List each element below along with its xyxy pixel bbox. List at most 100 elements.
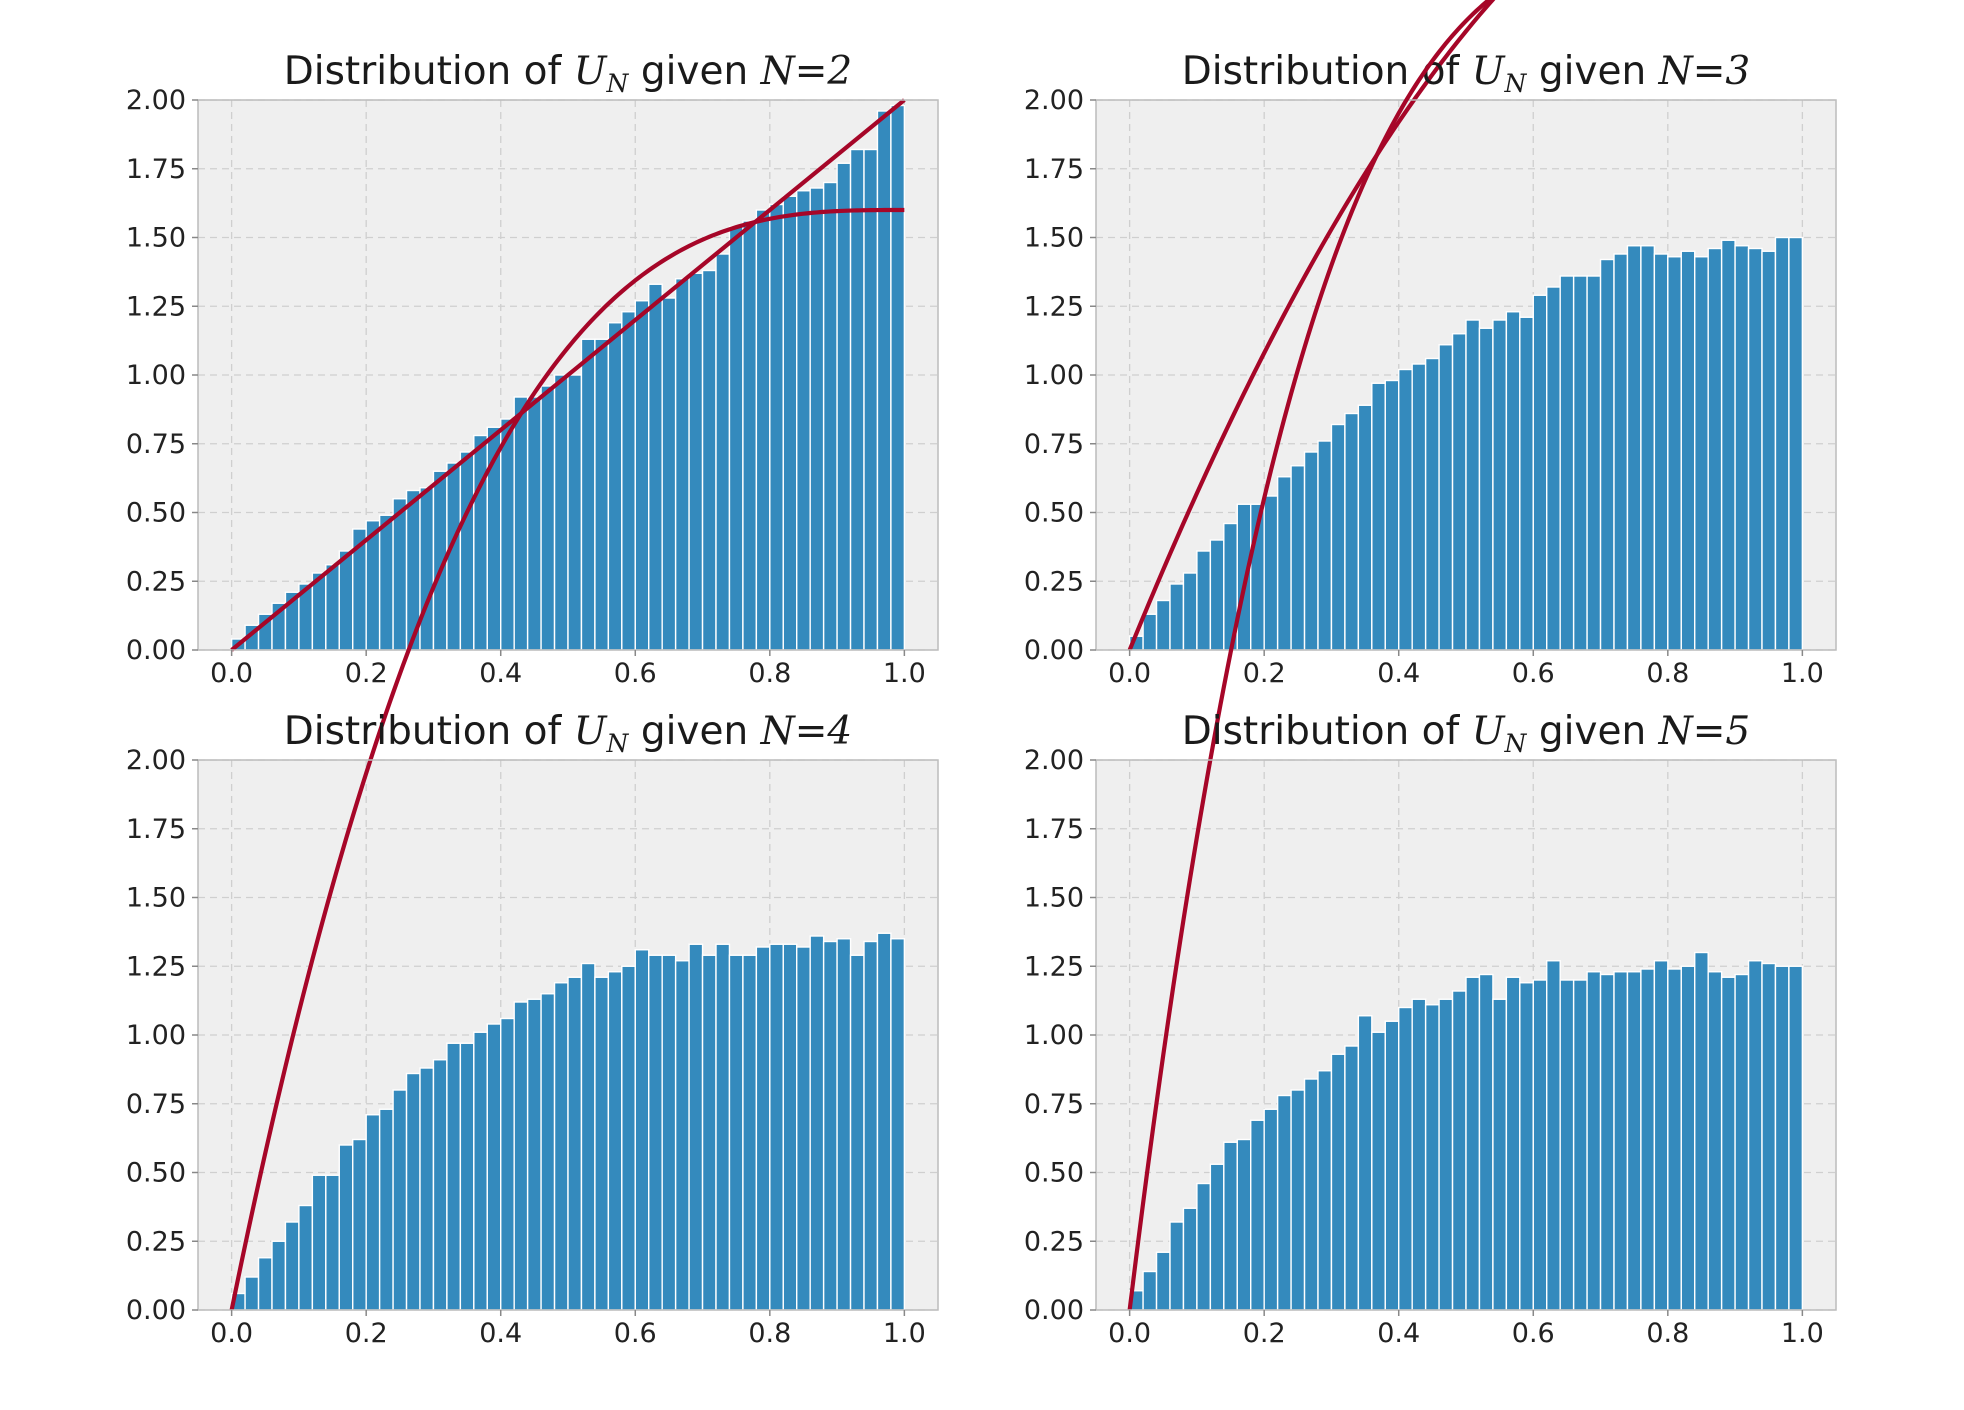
density-curve [1127, 0, 1496, 651]
histogram-bar [338, 550, 354, 651]
y-tick-label: 1.75 [126, 154, 186, 185]
histogram-bar [674, 278, 690, 651]
title-subscript: N [1504, 69, 1528, 98]
histogram-bar [567, 976, 583, 1311]
histogram-bar [648, 283, 663, 651]
histogram-bar [352, 1138, 367, 1311]
x-tick-label: 0.6 [614, 658, 657, 689]
y-tick-label: 0.75 [126, 429, 186, 460]
histogram-bar [1747, 247, 1763, 651]
title-variable: U [574, 49, 608, 94]
histogram-bar [1694, 951, 1709, 1311]
histogram-bar [728, 225, 744, 651]
histogram-bar [1209, 1163, 1225, 1311]
histogram-bar [1263, 1108, 1279, 1311]
histogram-bar [715, 943, 731, 1311]
histogram-bar [769, 943, 784, 1311]
chart-title: Distribution of UN given N=4 [284, 709, 853, 758]
histogram-bar [715, 253, 731, 651]
histogram-bar [1398, 368, 1413, 651]
histogram-bar [1451, 990, 1467, 1311]
subplot-n5: 0.0 0.2 0.4 0.6 0.8 1.00.000.250.500.751.001.… [1024, 0, 1837, 1349]
histogram-bar [459, 1042, 475, 1311]
histogram-bar [1411, 998, 1427, 1311]
histogram-bar [1761, 962, 1777, 1311]
title-subscript: N [606, 69, 630, 98]
histogram-bar [701, 269, 717, 651]
title-condition: N [760, 709, 797, 754]
histogram-bar [311, 1174, 327, 1311]
histogram-bar [1532, 979, 1548, 1311]
histogram-bar [890, 104, 906, 651]
histogram-bar [1371, 1031, 1386, 1311]
histogram-bar [621, 311, 636, 651]
histogram-bar [419, 487, 435, 651]
y-tick-label: 1.00 [1024, 1020, 1084, 1051]
chart-title: Distribution of UN given N=2 [284, 49, 853, 98]
x-tick-label: 0.2 [345, 1318, 388, 1349]
histogram-bar [1761, 250, 1777, 651]
x-tick-label: 0.8 [1646, 1318, 1689, 1349]
histogram-bar [1626, 971, 1642, 1311]
histogram-bar [1586, 971, 1602, 1311]
histogram-bar [1519, 316, 1534, 651]
histogram-bar [1478, 327, 1494, 651]
histogram-bar [298, 1204, 314, 1311]
histogram-bar [1169, 583, 1185, 651]
histogram-bar [419, 1067, 435, 1311]
x-tick-label: 1.0 [1781, 658, 1824, 689]
histogram-bar [1572, 275, 1588, 651]
histogram-bar [1667, 256, 1682, 651]
title-value: 4 [826, 709, 852, 754]
histogram-bar [1155, 599, 1171, 651]
x-tick-label: 1.0 [1781, 1318, 1824, 1349]
histogram-bar [271, 1240, 287, 1311]
y-tick-label: 1.25 [1024, 291, 1084, 322]
histogram-bar [1438, 998, 1454, 1311]
title-value: 2 [826, 49, 852, 94]
histogram-bar [473, 434, 488, 651]
histogram-bar [1465, 976, 1481, 1311]
histogram-bar [540, 385, 556, 651]
histogram-bar [432, 1059, 448, 1311]
histogram-bar [1411, 363, 1427, 651]
x-tick-label: 0.0 [1108, 1318, 1151, 1349]
histogram-bar [809, 935, 825, 1311]
histogram-bar [822, 940, 838, 1311]
title-equals: = [795, 49, 828, 94]
histogram-bar [809, 187, 825, 651]
title-variable: U [1472, 49, 1506, 94]
title-prefix: Distribution of [1182, 49, 1472, 94]
histogram-bar [405, 1072, 421, 1311]
histogram-bar [1142, 613, 1158, 651]
histogram-bar [688, 272, 704, 651]
histogram-bar [580, 338, 596, 651]
histogram-bar [392, 498, 408, 651]
x-tick-label: 1.0 [883, 1318, 926, 1349]
histogram-bar [822, 181, 838, 651]
histogram-bar [513, 396, 529, 651]
histogram-bar [1546, 960, 1561, 1311]
title-value: 3 [1725, 49, 1750, 94]
x-tick-label: 1.0 [883, 658, 926, 689]
histogram-bar [1559, 275, 1575, 651]
histogram-bar [1451, 333, 1467, 651]
histogram-bar [755, 209, 771, 651]
title-equals: = [1693, 49, 1726, 94]
histogram-bar [1640, 245, 1656, 651]
x-tick-label: 0.6 [1512, 658, 1555, 689]
x-tick-label: 0.8 [748, 1318, 791, 1349]
histogram-bar [325, 564, 340, 651]
histogram-bar [1357, 1015, 1373, 1311]
title-middle: given [1526, 49, 1658, 94]
x-tick-label: 0.8 [748, 658, 791, 689]
histogram-bar [325, 1174, 340, 1311]
histogram-bar [1640, 968, 1656, 1311]
histogram-bar [1613, 971, 1629, 1311]
histogram-bar [1438, 344, 1454, 651]
histogram-bar [1142, 1270, 1158, 1311]
y-tick-label: 0.25 [126, 1226, 186, 1257]
y-tick-label: 0.25 [1024, 566, 1084, 597]
histogram-bar [1330, 1053, 1346, 1311]
histogram-bar [1613, 253, 1629, 651]
